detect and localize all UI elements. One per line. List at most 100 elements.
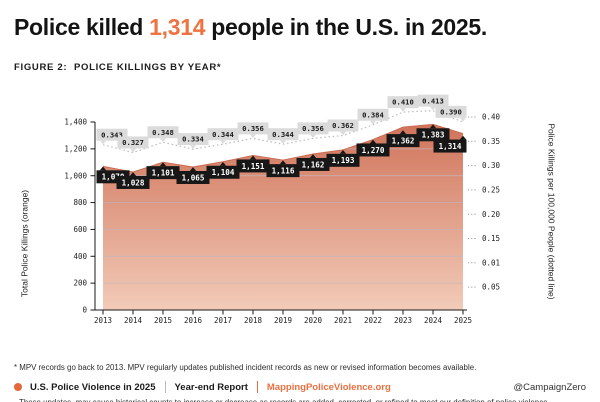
x-axis-tick-label: 2023 bbox=[394, 316, 412, 325]
footer-report-title: U.S. Police Violence in 2025 bbox=[30, 381, 156, 393]
left-axis-tick-label: 200 bbox=[73, 279, 87, 288]
right-axis-tick-label: 0.40 bbox=[482, 113, 501, 122]
rate-value-label: 0.344 bbox=[267, 128, 299, 144]
footnote-line-1: * MPV records go back to 2013. MPV regul… bbox=[14, 362, 477, 372]
x-axis-tick-label: 2015 bbox=[154, 316, 172, 325]
x-axis-tick-label: 2014 bbox=[124, 316, 143, 325]
rate-value-label: 0.390 bbox=[435, 105, 467, 122]
svg-text:0.327: 0.327 bbox=[122, 138, 144, 147]
svg-text:1,151: 1,151 bbox=[242, 162, 265, 171]
x-axis-tick-label: 2016 bbox=[184, 316, 203, 325]
svg-text:1,065: 1,065 bbox=[182, 173, 205, 182]
title-killed-count: 1,314 bbox=[149, 14, 206, 40]
svg-text:0.384: 0.384 bbox=[362, 110, 384, 119]
x-axis-tick-label: 2013 bbox=[94, 316, 112, 325]
svg-text:1,101: 1,101 bbox=[152, 169, 175, 178]
svg-text:0.344: 0.344 bbox=[212, 130, 234, 139]
svg-text:1,162: 1,162 bbox=[302, 160, 325, 169]
x-axis-tick-label: 2019 bbox=[274, 316, 292, 325]
title-pre: Police killed bbox=[14, 14, 150, 40]
svg-text:0.343: 0.343 bbox=[101, 130, 123, 139]
right-axis-tick-label: 0.05 bbox=[482, 283, 500, 292]
rate-value-label: 0.356 bbox=[297, 122, 329, 138]
total-value-label: 1,101 bbox=[146, 162, 180, 180]
rate-value-label: 0.348 bbox=[147, 126, 179, 142]
svg-text:1,028: 1,028 bbox=[122, 178, 145, 187]
svg-text:0.348: 0.348 bbox=[152, 128, 174, 137]
svg-text:1,193: 1,193 bbox=[332, 156, 355, 165]
right-axis-tick-label: 0.30 bbox=[482, 161, 501, 170]
x-axis-tick-label: 2024 bbox=[424, 316, 443, 325]
svg-text:1,314: 1,314 bbox=[439, 142, 462, 151]
footer-divider bbox=[164, 381, 166, 393]
left-axis-tick-label: 1,200 bbox=[64, 144, 87, 153]
right-axis-tick-label: 0.25 bbox=[482, 186, 500, 195]
right-axis-tick-label: 0.20 bbox=[482, 210, 501, 219]
left-axis-tick-label: 400 bbox=[73, 252, 87, 261]
footnote: * MPV records go back to 2013. MPV regul… bbox=[14, 338, 550, 402]
total-value-label: 1,193 bbox=[326, 149, 360, 167]
x-axis-tick-label: 2025 bbox=[454, 316, 472, 325]
right-axis-tick-label: 0.15 bbox=[482, 234, 500, 243]
svg-text:0.356: 0.356 bbox=[302, 124, 324, 133]
x-axis-tick-label: 2017 bbox=[214, 316, 232, 325]
total-value-label: 1,362 bbox=[386, 130, 420, 148]
left-axis-title: Total Police Killings (orange) bbox=[19, 189, 30, 298]
rate-value-label: 0.327 bbox=[117, 136, 149, 153]
x-axis-tick-label: 2018 bbox=[244, 316, 263, 325]
right-axis-tick-label: 0.35 bbox=[482, 137, 500, 146]
left-axis-tick-label: 1,400 bbox=[64, 118, 87, 127]
total-value-label: 1,028 bbox=[116, 172, 150, 189]
total-value-label: 1,065 bbox=[176, 167, 210, 184]
website-link[interactable]: MappingPoliceViolence.org bbox=[266, 381, 391, 393]
rate-dotted-line bbox=[102, 110, 464, 154]
right-axis-title: Police Killings per 100,000 People (dott… bbox=[546, 123, 557, 300]
total-value-label: 1,383 bbox=[416, 124, 450, 142]
title-post: people in the U.S. in 2025. bbox=[205, 14, 487, 40]
area-edge-line bbox=[102, 123, 464, 173]
left-axis-tick-label: 0 bbox=[82, 306, 87, 315]
footnote-line-2: These updates may cause historical count… bbox=[14, 397, 550, 402]
x-axis-tick-label: 2020 bbox=[304, 316, 323, 325]
rate-value-label: 0.334 bbox=[177, 133, 209, 149]
rate-value-label: 0.362 bbox=[327, 119, 359, 136]
svg-text:0.362: 0.362 bbox=[332, 121, 354, 130]
total-value-label: 1,104 bbox=[206, 161, 240, 179]
rate-value-label: 0.413 bbox=[417, 94, 449, 111]
total-value-label: 1,270 bbox=[356, 139, 390, 157]
rate-value-label: 0.344 bbox=[207, 128, 239, 144]
footer-divider-orange bbox=[256, 381, 258, 393]
x-axis-tick-label: 2022 bbox=[364, 316, 382, 325]
rate-value-label: 0.384 bbox=[357, 108, 389, 125]
svg-text:0.334: 0.334 bbox=[182, 135, 204, 144]
campaign-zero-handle: @CampaignZero bbox=[513, 381, 586, 393]
left-axis-tick-label: 600 bbox=[73, 225, 87, 234]
svg-text:0.356: 0.356 bbox=[242, 124, 264, 133]
x-axis-tick-label: 2021 bbox=[334, 316, 352, 325]
svg-text:1,070: 1,070 bbox=[102, 173, 125, 182]
footer-report-type: Year-end Report bbox=[174, 381, 248, 393]
left-axis-tick-label: 1,000 bbox=[64, 171, 87, 180]
svg-text:1,383: 1,383 bbox=[422, 131, 445, 140]
svg-text:0.410: 0.410 bbox=[392, 98, 414, 107]
svg-text:1,104: 1,104 bbox=[212, 168, 235, 177]
svg-text:0.344: 0.344 bbox=[272, 130, 294, 139]
footer-bar: U.S. Police Violence in 2025 Year-end Re… bbox=[14, 378, 586, 396]
right-axis-tick-label: 0.01 bbox=[482, 258, 500, 267]
svg-text:0.413: 0.413 bbox=[422, 96, 444, 105]
rate-value-label: 0.410 bbox=[387, 96, 419, 112]
brand-dot-icon bbox=[14, 383, 22, 391]
svg-text:1,116: 1,116 bbox=[272, 167, 295, 176]
svg-text:1,362: 1,362 bbox=[392, 137, 415, 146]
page-title: Police killed 1,314 people in the U.S. i… bbox=[14, 14, 487, 41]
svg-text:1,270: 1,270 bbox=[362, 146, 385, 155]
svg-text:0.390: 0.390 bbox=[440, 107, 462, 116]
total-value-label: 1,314 bbox=[433, 135, 467, 153]
figure-label: FIGURE 2: POLICE KILLINGS BY YEAR* bbox=[14, 62, 222, 73]
total-value-label: 1,151 bbox=[236, 155, 270, 173]
rate-value-label: 0.356 bbox=[237, 122, 269, 138]
total-value-label: 1,162 bbox=[296, 154, 330, 171]
area-fill bbox=[103, 124, 463, 310]
